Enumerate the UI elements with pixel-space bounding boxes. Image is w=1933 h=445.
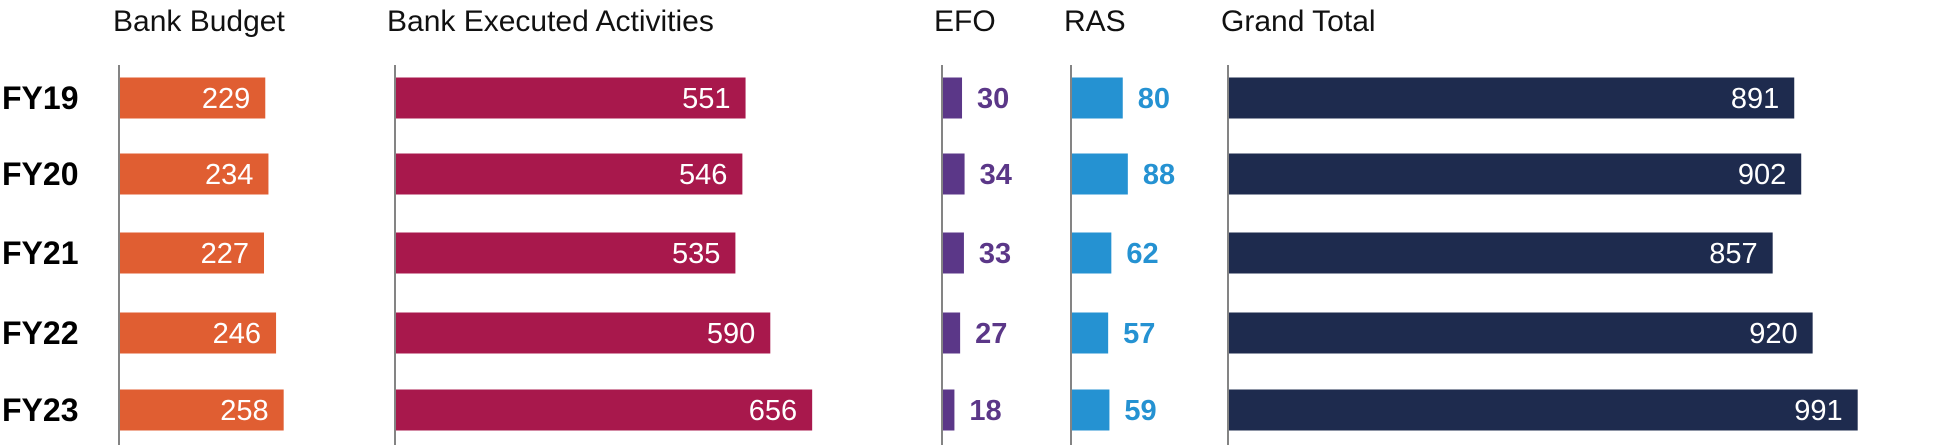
row-label-fy19: FY19 <box>2 80 78 116</box>
bar-bank-budget-fy22 <box>120 312 277 354</box>
data-label-grand-total-fy22: 920 <box>1749 318 1797 350</box>
row-label-fy22: FY22 <box>2 315 78 351</box>
bar-grand-total-fy20 <box>1229 153 1802 195</box>
data-label-bank-executed-activities-fy22: 590 <box>707 318 755 350</box>
data-label-ras-fy20: 88 <box>1143 159 1175 191</box>
bar-bank-budget-fy21 <box>120 232 265 274</box>
bar-grand-total-fy22 <box>1229 312 1813 354</box>
data-label-efo-fy22: 27 <box>975 318 1007 350</box>
data-label-efo-fy23: 18 <box>969 395 1001 427</box>
data-label-bank-budget-fy23: 258 <box>220 395 268 427</box>
panel-title-bank-budget: Bank Budget <box>113 5 285 38</box>
bar-bank-executed-activities-fy23 <box>396 389 813 431</box>
bar-grand-total-fy19 <box>1229 77 1795 119</box>
data-label-grand-total-fy21: 857 <box>1709 238 1757 270</box>
bar-grand-total-fy23 <box>1229 389 1858 431</box>
bar-ras-fy22 <box>1072 312 1109 354</box>
bar-bank-executed-activities-fy22 <box>396 312 771 354</box>
data-label-bank-executed-activities-fy21: 535 <box>672 238 720 270</box>
data-label-bank-budget-fy21: 227 <box>201 238 249 270</box>
data-label-bank-executed-activities-fy23: 656 <box>749 395 797 427</box>
panel-title-ras: RAS <box>1064 5 1126 38</box>
bar-ras-fy19 <box>1072 77 1123 119</box>
data-label-ras-fy23: 59 <box>1124 395 1156 427</box>
data-label-bank-executed-activities-fy19: 551 <box>682 83 730 115</box>
bar-bank-budget-fy20 <box>120 153 269 195</box>
bar-ras-fy21 <box>1072 232 1112 274</box>
bar-ras-fy23 <box>1072 389 1110 431</box>
bar-bank-budget-fy19 <box>120 77 266 119</box>
bar-efo-fy22 <box>943 312 961 354</box>
bar-efo-fy21 <box>943 232 964 274</box>
data-label-grand-total-fy23: 991 <box>1794 395 1842 427</box>
data-label-grand-total-fy19: 891 <box>1731 83 1779 115</box>
data-label-bank-executed-activities-fy20: 546 <box>679 159 727 191</box>
row-label-fy23: FY23 <box>2 392 78 428</box>
panel-title-grand-total: Grand Total <box>1221 5 1376 38</box>
data-label-efo-fy20: 34 <box>980 159 1012 191</box>
data-label-efo-fy21: 33 <box>979 238 1011 270</box>
bar-efo-fy19 <box>943 77 963 119</box>
bar-bank-executed-activities-fy21 <box>396 232 736 274</box>
row-label-fy21: FY21 <box>2 235 78 271</box>
bar-grand-total-fy21 <box>1229 232 1773 274</box>
bar-efo-fy23 <box>943 389 955 431</box>
data-label-efo-fy19: 30 <box>977 83 1009 115</box>
bar-bank-executed-activities-fy20 <box>396 153 743 195</box>
data-label-bank-budget-fy20: 234 <box>205 159 253 191</box>
bar-bank-budget-fy23 <box>120 389 284 431</box>
bar-ras-fy20 <box>1072 153 1128 195</box>
data-label-ras-fy22: 57 <box>1123 318 1155 350</box>
data-label-bank-budget-fy22: 246 <box>213 318 261 350</box>
data-label-grand-total-fy20: 902 <box>1738 159 1786 191</box>
row-label-fy20: FY20 <box>2 156 78 192</box>
data-label-ras-fy19: 80 <box>1138 83 1170 115</box>
panel-title-bank-executed-activities: Bank Executed Activities <box>387 5 714 38</box>
data-label-bank-budget-fy19: 229 <box>202 83 250 115</box>
bar-bank-executed-activities-fy19 <box>396 77 746 119</box>
data-label-ras-fy21: 62 <box>1126 238 1158 270</box>
panel-title-efo: EFO <box>934 5 996 38</box>
bar-efo-fy20 <box>943 153 965 195</box>
